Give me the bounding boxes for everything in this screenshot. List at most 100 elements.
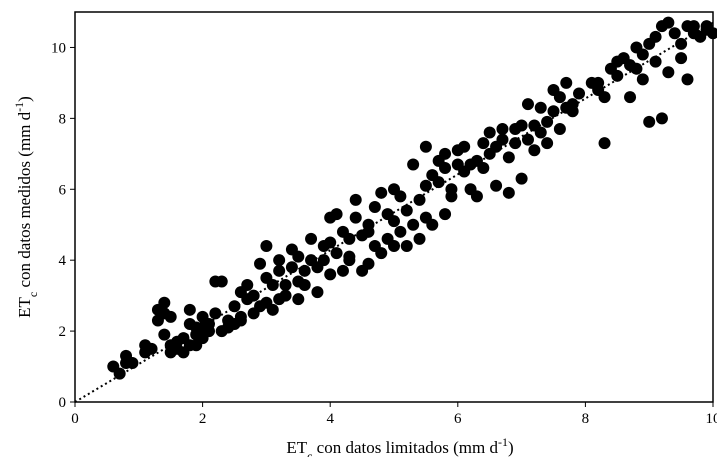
data-point (432, 176, 445, 189)
data-point (515, 119, 528, 132)
data-point (209, 307, 222, 320)
data-point (222, 321, 235, 334)
data-point (190, 321, 203, 334)
data-point (668, 27, 681, 40)
data-point (343, 254, 356, 267)
data-point (113, 367, 126, 380)
data-point (298, 264, 311, 277)
data-point (158, 328, 171, 341)
data-point (400, 204, 413, 217)
data-point (630, 62, 643, 75)
x-tick-label: 0 (71, 411, 79, 427)
data-point (649, 55, 662, 68)
data-point (183, 303, 196, 316)
x-tick-label: 6 (454, 411, 462, 427)
data-point (126, 357, 139, 369)
data-point (598, 137, 611, 150)
data-point (215, 275, 228, 288)
data-point (202, 318, 215, 330)
data-point (700, 20, 713, 33)
data-point (445, 190, 458, 203)
data-point (439, 147, 452, 160)
data-point (458, 140, 471, 153)
data-point (349, 211, 362, 224)
y-axis-ticks: 0 2 4 6 8 10 (51, 40, 75, 411)
data-point (266, 303, 279, 316)
data-point (407, 218, 420, 231)
data-point (553, 123, 566, 135)
data-point (388, 240, 400, 252)
data-point (273, 254, 286, 267)
data-point (413, 232, 426, 245)
data-point (541, 137, 554, 150)
data-point (375, 186, 388, 199)
y-axis-title: ETc con datos medidos (mm d-1) (12, 96, 40, 318)
data-point (528, 144, 541, 157)
data-point (662, 66, 675, 79)
data-point (336, 264, 349, 277)
data-point (394, 225, 407, 238)
data-point (362, 257, 375, 270)
data-point (560, 76, 573, 89)
data-point (592, 76, 605, 89)
data-point (636, 73, 649, 86)
data-point (311, 286, 324, 299)
data-point (292, 275, 305, 288)
data-point (566, 105, 579, 118)
data-point (349, 193, 362, 206)
data-point (598, 91, 611, 104)
data-point (292, 293, 305, 306)
data-point (330, 208, 343, 221)
data-point (330, 247, 343, 260)
data-point (279, 279, 292, 291)
data-point (636, 48, 649, 61)
data-point (502, 186, 515, 199)
y-tick-label: 10 (51, 40, 66, 56)
data-point (483, 126, 496, 139)
data-point (324, 236, 337, 249)
x-tick-label: 8 (582, 411, 590, 427)
y-tick-label: 4 (59, 253, 67, 269)
data-point (496, 123, 509, 135)
data-point (515, 172, 528, 185)
data-point (502, 151, 515, 164)
data-point (439, 208, 452, 221)
data-point (681, 73, 694, 86)
data-point (547, 105, 560, 118)
data-point (158, 296, 171, 309)
data-point (273, 293, 286, 306)
points-layer (107, 16, 717, 380)
reference-line (74, 21, 714, 403)
x-tick-label: 10 (706, 411, 717, 427)
y-tick-label: 2 (59, 324, 67, 340)
data-point (388, 215, 400, 228)
data-point (439, 162, 452, 174)
data-point (368, 201, 381, 213)
data-point (687, 20, 700, 33)
y-tick-label: 6 (59, 182, 67, 198)
x-axis-title: ETc con datos limitados (mm d-1) (286, 435, 513, 457)
data-point (292, 250, 305, 263)
data-point (541, 115, 554, 128)
data-point (164, 310, 177, 323)
data-point (675, 37, 688, 50)
data-point (234, 314, 247, 327)
data-point (611, 69, 624, 82)
data-point (254, 257, 267, 270)
plot-area-frame (74, 11, 714, 403)
data-point (534, 126, 547, 139)
data-point (419, 179, 432, 192)
y-tick-label: 8 (59, 111, 67, 127)
data-point (400, 240, 413, 252)
data-point (394, 190, 407, 203)
data-point (426, 218, 439, 231)
y-tick-label: 0 (59, 395, 67, 411)
data-point (534, 101, 547, 114)
data-point (260, 240, 273, 252)
data-point (362, 225, 375, 238)
data-point (464, 158, 477, 171)
data-point (413, 193, 426, 206)
x-tick-label: 4 (326, 411, 334, 427)
data-point (247, 289, 260, 302)
